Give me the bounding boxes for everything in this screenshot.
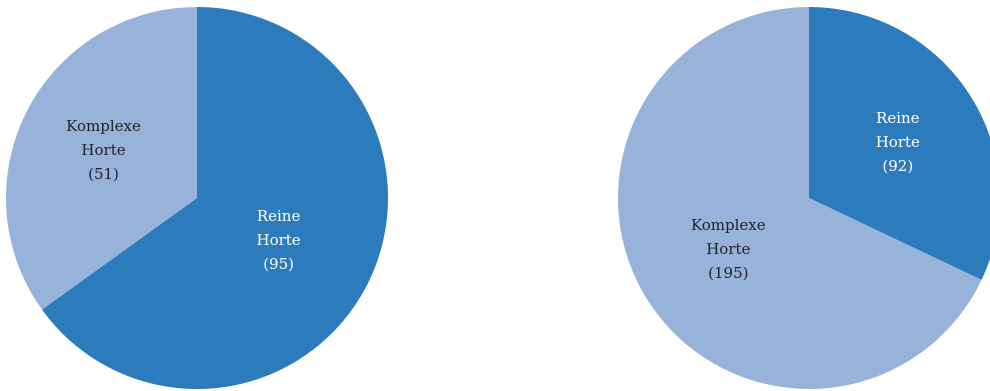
pie-category-label: Komplexe xyxy=(691,216,766,234)
pie-value-label: (95) xyxy=(263,255,294,273)
pie-label-komplexe-horte: Komplexe Horte (195) xyxy=(691,216,766,282)
pie-category-label: Reine xyxy=(257,207,301,225)
pie-value-label: (51) xyxy=(88,165,119,183)
pie-slice-komplexe-horte xyxy=(618,7,982,389)
pie-slice-reine-horte xyxy=(42,7,389,389)
pie-label-komplexe-horte: Komplexe Horte (51) xyxy=(66,117,141,183)
pie-category-label: Horte xyxy=(81,141,125,159)
pie-value-label: (195) xyxy=(708,264,748,282)
pie-slice-reine-horte xyxy=(809,7,990,280)
pie-label-reine-horte: Reine Horte (95) xyxy=(257,207,301,273)
pie-category-label: Horte xyxy=(257,231,301,249)
pie-category-label: Horte xyxy=(706,240,750,258)
pie-label-reine-horte: Reine Horte (92) xyxy=(876,109,920,175)
pie-category-label: Horte xyxy=(876,133,920,151)
pie-category-label: Komplexe xyxy=(66,117,141,135)
pie-category-label: Reine xyxy=(876,109,920,127)
pie-slice-komplexe-horte xyxy=(6,7,198,310)
pie-value-label: (92) xyxy=(882,157,913,175)
pie-chart-left: Reine Horte (95) Komplexe Horte (51) xyxy=(6,7,389,389)
pie-chart-right: Reine Horte (92) Komplexe Horte (195) xyxy=(618,7,990,389)
